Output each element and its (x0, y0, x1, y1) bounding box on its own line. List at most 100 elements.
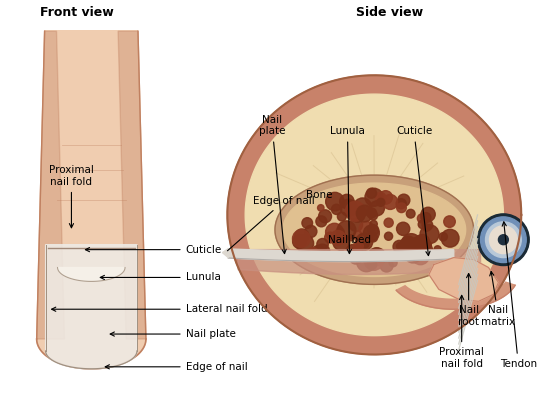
Circle shape (421, 212, 431, 223)
Circle shape (398, 194, 410, 206)
Polygon shape (37, 31, 64, 339)
Circle shape (317, 239, 328, 250)
Circle shape (317, 204, 324, 211)
Circle shape (380, 259, 393, 272)
Circle shape (365, 188, 383, 206)
Text: Front view: Front view (40, 6, 113, 19)
Circle shape (423, 224, 430, 231)
Text: Cuticle: Cuticle (85, 245, 222, 254)
Circle shape (403, 236, 415, 249)
Circle shape (397, 243, 403, 249)
Circle shape (376, 193, 386, 203)
Polygon shape (283, 183, 466, 276)
Circle shape (346, 245, 359, 257)
Circle shape (421, 207, 435, 222)
Circle shape (359, 222, 374, 236)
Circle shape (364, 251, 383, 270)
Circle shape (356, 205, 373, 222)
Circle shape (340, 199, 358, 216)
Polygon shape (37, 31, 146, 369)
Circle shape (410, 236, 428, 254)
Polygon shape (58, 268, 125, 281)
Ellipse shape (477, 214, 529, 266)
Circle shape (356, 252, 376, 272)
Polygon shape (429, 258, 498, 301)
Circle shape (315, 244, 330, 259)
Polygon shape (46, 245, 137, 369)
Circle shape (377, 198, 385, 206)
Circle shape (324, 232, 336, 243)
Circle shape (351, 246, 363, 258)
Circle shape (305, 225, 317, 237)
Circle shape (312, 245, 324, 258)
Circle shape (356, 233, 373, 251)
Circle shape (318, 210, 332, 223)
Text: Cuticle: Cuticle (396, 126, 432, 256)
Circle shape (326, 223, 343, 241)
Circle shape (370, 220, 377, 228)
Circle shape (368, 248, 386, 266)
Circle shape (389, 259, 397, 267)
Circle shape (402, 234, 421, 253)
Circle shape (316, 216, 327, 227)
Text: Lunula: Lunula (100, 272, 221, 282)
Circle shape (417, 214, 426, 223)
Circle shape (353, 241, 364, 251)
Polygon shape (238, 250, 481, 274)
Circle shape (336, 228, 344, 237)
Circle shape (349, 251, 362, 264)
Circle shape (354, 198, 372, 216)
Circle shape (379, 191, 392, 204)
Ellipse shape (490, 226, 518, 254)
Ellipse shape (481, 217, 526, 262)
Circle shape (350, 207, 365, 222)
Text: Nail bed: Nail bed (328, 235, 371, 245)
Circle shape (332, 204, 342, 214)
Text: Edge of nail: Edge of nail (228, 196, 315, 251)
Circle shape (383, 195, 398, 210)
Circle shape (422, 220, 433, 230)
Text: Edge of nail: Edge of nail (105, 362, 248, 372)
Circle shape (302, 218, 312, 228)
Circle shape (315, 246, 322, 252)
Circle shape (368, 233, 377, 242)
Circle shape (326, 192, 344, 211)
Circle shape (361, 240, 369, 248)
Circle shape (402, 239, 420, 258)
Circle shape (399, 237, 416, 254)
Ellipse shape (486, 222, 521, 258)
Text: Side view: Side view (356, 6, 423, 19)
Circle shape (307, 248, 319, 260)
Circle shape (415, 235, 430, 249)
Polygon shape (228, 249, 454, 262)
Text: Proximal
nail fold: Proximal nail fold (439, 295, 484, 369)
Circle shape (415, 241, 433, 260)
Circle shape (418, 220, 427, 229)
Polygon shape (227, 75, 521, 355)
Circle shape (367, 225, 378, 236)
Circle shape (441, 229, 459, 247)
Circle shape (364, 225, 379, 241)
Circle shape (439, 233, 447, 241)
Circle shape (444, 216, 455, 227)
Circle shape (434, 246, 441, 253)
Circle shape (420, 225, 439, 244)
Circle shape (293, 230, 310, 247)
Circle shape (384, 218, 393, 227)
Text: Bone: Bone (306, 190, 333, 200)
Circle shape (368, 260, 377, 269)
Circle shape (354, 231, 362, 239)
Circle shape (348, 235, 354, 241)
Circle shape (296, 234, 314, 252)
Circle shape (366, 188, 377, 198)
Circle shape (393, 240, 406, 253)
Circle shape (370, 201, 384, 216)
Circle shape (340, 194, 354, 209)
Circle shape (337, 212, 346, 221)
Text: Lunula: Lunula (330, 126, 365, 254)
Circle shape (396, 198, 406, 209)
Ellipse shape (498, 235, 508, 245)
Text: Nail plate: Nail plate (110, 329, 235, 339)
Text: Tendon: Tendon (500, 222, 537, 369)
Circle shape (295, 229, 309, 243)
